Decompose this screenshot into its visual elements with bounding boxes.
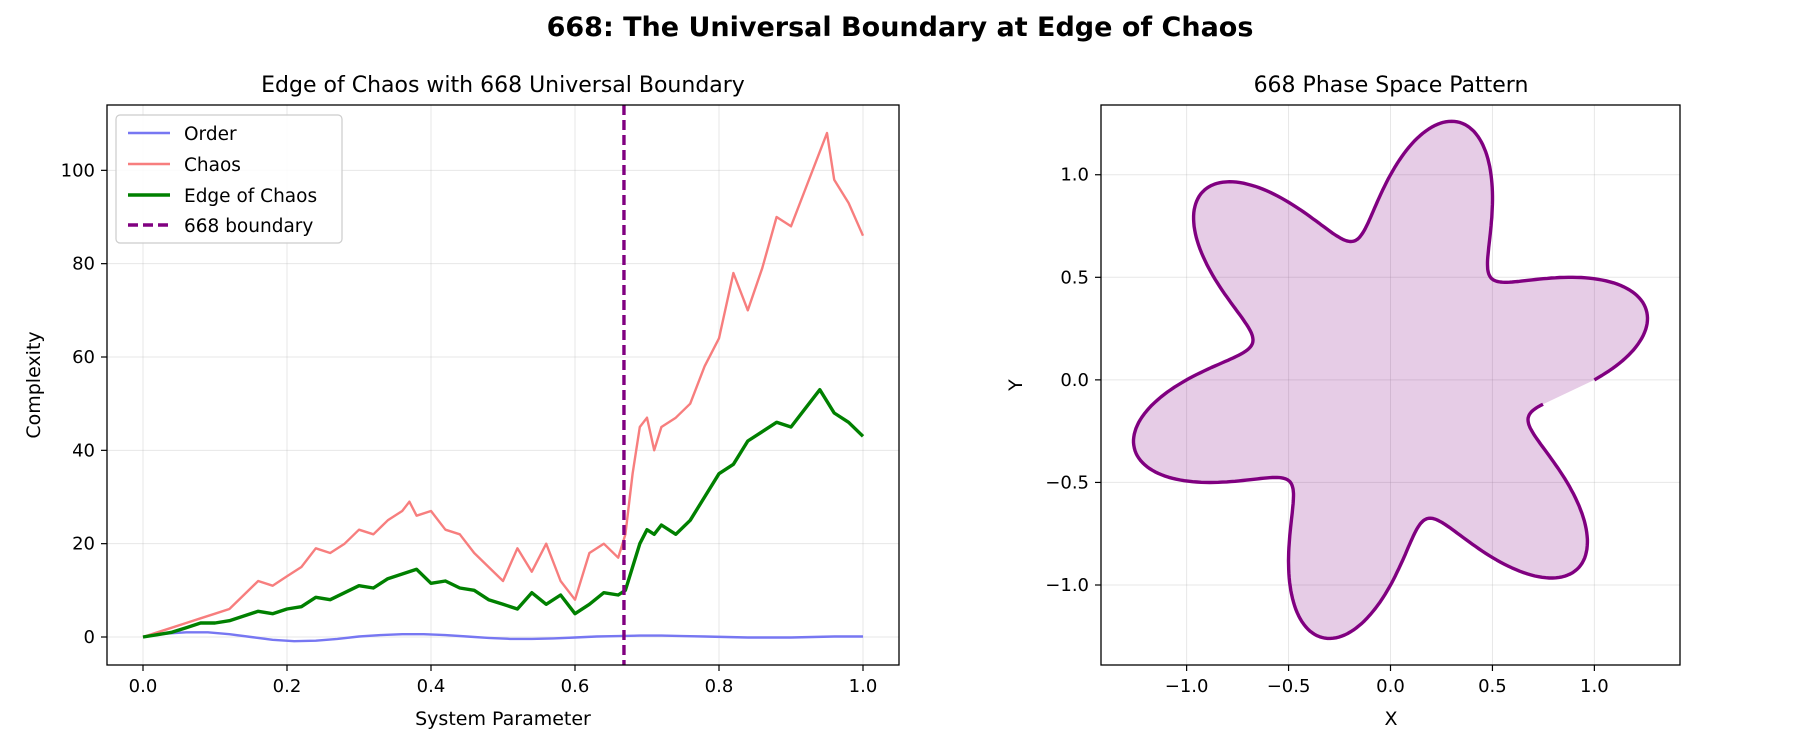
phase-space-chart-title: 668 Phase Space Pattern — [1254, 73, 1529, 98]
legend-entry-edge-of-chaos: Edge of Chaos — [128, 186, 317, 207]
y-tick-label: 0 — [84, 627, 95, 648]
complexity-axes-frame — [106, 104, 900, 666]
x-tick-label: 0.4 — [417, 676, 446, 697]
legend-entry-order: Order — [128, 124, 237, 145]
phase-space-fill — [1133, 121, 1648, 639]
legend-label-edge-of-chaos: Edge of Chaos — [184, 186, 317, 207]
x-tick-label: 0.2 — [273, 676, 302, 697]
y-tick-label: 100 — [61, 160, 95, 181]
complexity-series — [142, 131, 865, 643]
y-tick-label: 0.5 — [1060, 267, 1089, 288]
series-line-chaos — [142, 131, 865, 639]
x-tick-label: 1.0 — [849, 676, 878, 697]
legend-entry-boundary: 668 boundary — [128, 216, 313, 237]
complexity-x-axis-label: System Parameter — [415, 708, 591, 730]
complexity-ticks: 0.0 0.2 0.4 0.6 0.8 1.0 0 20 40 60 80 100 — [61, 160, 878, 697]
legend: Order Chaos Edge of Chaos 668 boundary — [115, 114, 343, 244]
x-tick-label: 0.6 — [561, 676, 590, 697]
x-tick-label: 1.0 — [1580, 676, 1609, 697]
x-tick-label: 0.8 — [705, 676, 734, 697]
series-line-edge-of-chaos — [142, 388, 865, 639]
phase-space-curve — [1131, 119, 1650, 641]
x-tick-label: 0.0 — [129, 676, 158, 697]
legend-label-chaos: Chaos — [184, 155, 241, 176]
complexity-axes: Edge of Chaos with 668 Universal Boundar… — [23, 73, 900, 730]
x-tick-label: 0.5 — [1478, 676, 1507, 697]
phase-space-curve-group — [1131, 119, 1650, 641]
legend-box — [115, 114, 343, 244]
y-tick-label: 80 — [72, 254, 95, 275]
x-tick-label: −0.5 — [1267, 676, 1311, 697]
y-tick-label: 1.0 — [1060, 165, 1089, 186]
legend-label-boundary: 668 boundary — [184, 216, 313, 237]
phase-space-axes: 668 Phase Space Pattern −1.0 −0.5 0.0 0.5 1.… — [1005, 73, 1681, 730]
y-tick-label: 40 — [72, 440, 95, 461]
x-tick-label: −1.0 — [1165, 676, 1209, 697]
phase-space-y-axis-label: Y — [1005, 379, 1027, 392]
y-tick-label: −1.0 — [1045, 575, 1089, 596]
complexity-y-axis-label: Complexity — [23, 331, 45, 438]
phase-space-x-axis-label: X — [1384, 708, 1397, 730]
series-line-order — [142, 631, 863, 643]
complexity-chart-title: Edge of Chaos with 668 Universal Boundar… — [261, 73, 745, 98]
y-tick-label: 60 — [72, 347, 95, 368]
x-tick-label: 0.0 — [1376, 676, 1405, 697]
figure-suptitle: 668: The Universal Boundary at Edge of C… — [547, 12, 1254, 43]
y-tick-label: −0.5 — [1045, 472, 1089, 493]
legend-entry-chaos: Chaos — [128, 155, 241, 176]
phase-space-ticks: −1.0 −0.5 0.0 0.5 1.0 −1.0 −0.5 0.0 0.5 1.0 — [1045, 165, 1608, 697]
y-tick-label: 0.0 — [1060, 370, 1089, 391]
legend-label-order: Order — [184, 124, 237, 145]
y-tick-label: 20 — [72, 534, 95, 555]
